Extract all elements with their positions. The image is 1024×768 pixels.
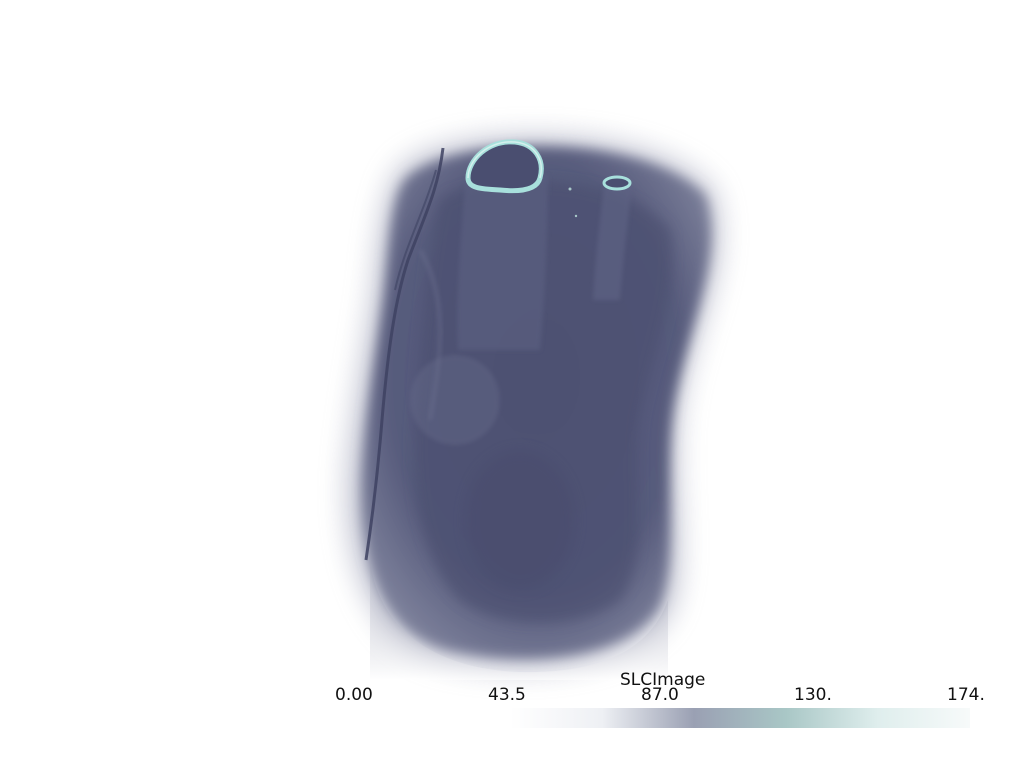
scalar-bar-gradient [510, 708, 970, 728]
small-tube-body [593, 186, 632, 300]
speck-2 [574, 214, 578, 218]
internal-structure-lower [465, 450, 575, 590]
scalar-bar-tick: 174. [947, 685, 985, 705]
catheter-line-2 [394, 169, 437, 291]
catheter-line [364, 147, 445, 561]
speck-1 [568, 187, 572, 191]
internal-structure-left [410, 355, 500, 445]
scalar-bar-tick: 0.00 [335, 685, 373, 705]
internal-ridge [418, 248, 442, 421]
scalar-bar: SLCImage 0.00 43.5 87.0 130. 174. [330, 668, 1000, 738]
scalar-bar-tick: 130. [794, 685, 832, 705]
volume-bottom-fade [370, 560, 668, 680]
scalar-bar-tick: 43.5 [488, 685, 526, 705]
scalar-bar-title: SLCImage [620, 670, 706, 690]
large-tube-body [457, 175, 548, 350]
large-tube-rim-highlight [467, 141, 542, 179]
small-tube-rim [602, 175, 632, 191]
scalar-bar-tick: 87.0 [641, 685, 679, 705]
